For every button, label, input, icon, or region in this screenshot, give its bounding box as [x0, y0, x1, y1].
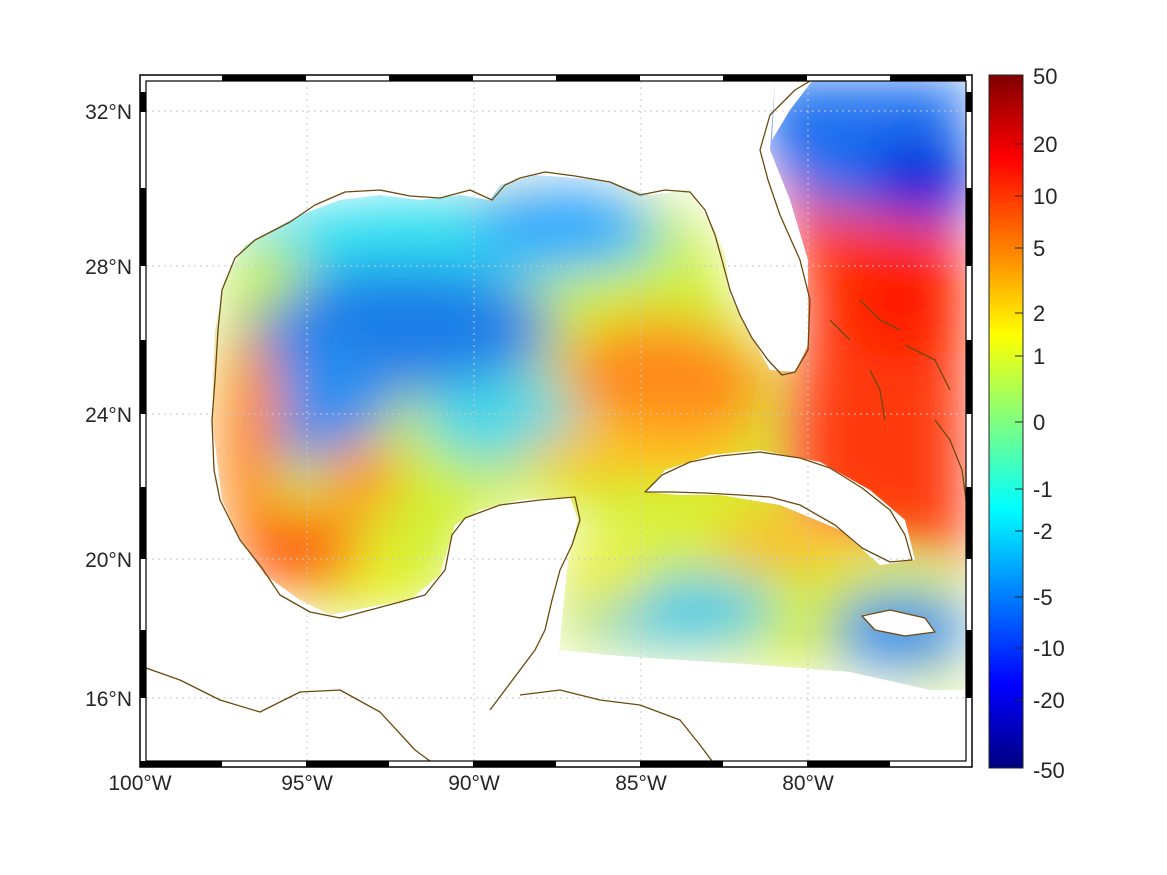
colorbar-label-50: 50 — [1033, 64, 1057, 89]
coastline-bahamas — [829, 299, 951, 421]
coastline-us-mexico — [211, 81, 812, 471]
lat-tick-16n: 16°N — [85, 688, 132, 711]
coastline-mexico-yucatan — [213, 469, 581, 711]
lat-tick-32n: 32°N — [85, 101, 132, 124]
lon-tick-90w: 90°W — [448, 772, 500, 795]
colorbar-label-2: 2 — [1033, 301, 1045, 326]
colorbar-label-20: 20 — [1033, 132, 1057, 157]
lon-tick-80w: 80°W — [782, 772, 834, 795]
graticule — [146, 81, 966, 761]
colorbar-ticks — [1015, 143, 1023, 701]
lon-tick-85w: 85°W — [615, 772, 667, 795]
coastline-honduras — [519, 689, 713, 761]
land-masks — [146, 81, 966, 761]
lon-tick-labels: 100°W 95°W 90°W 85°W 80°W — [108, 772, 834, 795]
coastline-jamaica — [861, 609, 936, 637]
coastlines — [146, 81, 966, 761]
coastline-central-america — [146, 667, 431, 761]
colorbar-label-5: 5 — [1033, 236, 1045, 261]
map-frame — [139, 74, 973, 768]
lon-tick-95w: 95°W — [281, 772, 333, 795]
colorbar-label-0: 0 — [1033, 410, 1045, 435]
colorbar-label-neg10: -10 — [1033, 636, 1065, 661]
coastline-hispaniola — [934, 419, 966, 501]
lon-tick-100w: 100°W — [108, 772, 171, 795]
lat-tick-labels: 16°N 20°N 24°N 28°N 32°N — [85, 101, 132, 711]
lat-tick-20n: 20°N — [85, 549, 132, 572]
coastline-cuba — [644, 451, 913, 563]
atlantic-field — [760, 81, 966, 560]
colorbar-label-1: 1 — [1033, 344, 1045, 369]
colorbar: 50 20 10 5 2 1 0 -1 -2 -5 -10 -20 -50 — [988, 64, 1065, 783]
colorbar-label-neg20: -20 — [1033, 688, 1065, 713]
colorbar-label-neg1: -1 — [1033, 477, 1053, 502]
colorbar-label-10: 10 — [1033, 184, 1057, 209]
colorbar-label-neg5: -5 — [1033, 585, 1053, 610]
colorbar-label-neg50: -50 — [1033, 758, 1065, 783]
lat-tick-24n: 24°N — [85, 404, 132, 427]
colorbar-gradient — [988, 74, 1024, 769]
lat-tick-28n: 28°N — [85, 256, 132, 279]
colorbar-label-neg2: -2 — [1033, 519, 1053, 544]
heatmap-field — [146, 81, 966, 761]
